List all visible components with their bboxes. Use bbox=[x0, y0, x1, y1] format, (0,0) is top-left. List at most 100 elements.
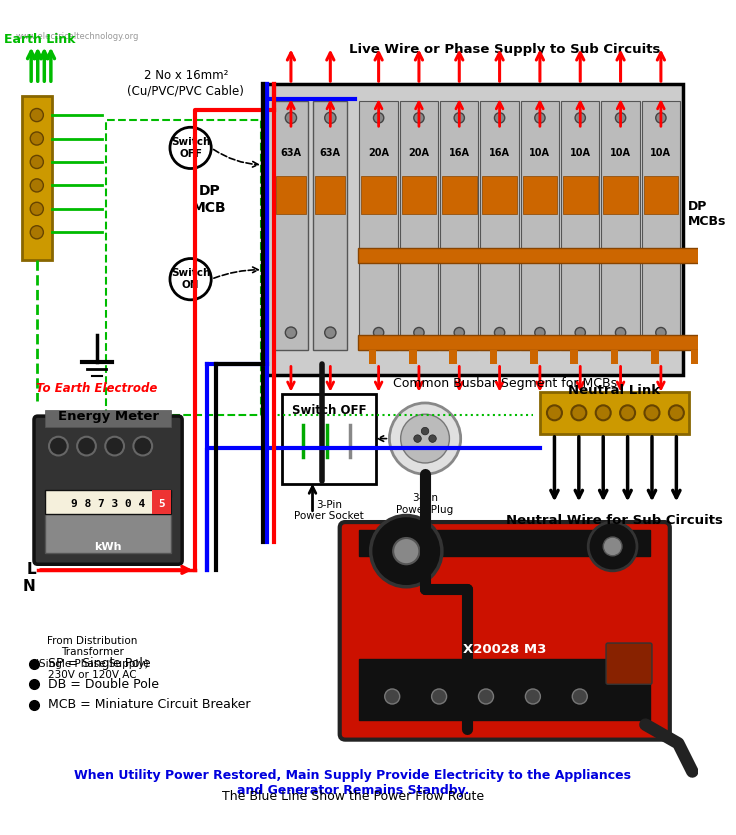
Circle shape bbox=[454, 327, 464, 338]
Circle shape bbox=[414, 327, 424, 338]
FancyBboxPatch shape bbox=[45, 411, 171, 428]
Text: Common Busbar Segment for MCBs: Common Busbar Segment for MCBs bbox=[393, 377, 617, 390]
Text: When Utility Power Restored, Main Supply Provide Electricity to the Appliances
a: When Utility Power Restored, Main Supply… bbox=[74, 769, 631, 797]
Circle shape bbox=[286, 327, 297, 338]
FancyBboxPatch shape bbox=[34, 416, 182, 564]
FancyBboxPatch shape bbox=[359, 659, 650, 720]
Circle shape bbox=[373, 327, 383, 338]
FancyBboxPatch shape bbox=[523, 176, 557, 214]
Circle shape bbox=[30, 225, 43, 239]
FancyBboxPatch shape bbox=[482, 176, 517, 214]
FancyBboxPatch shape bbox=[152, 490, 171, 514]
FancyBboxPatch shape bbox=[530, 350, 537, 363]
FancyBboxPatch shape bbox=[563, 176, 598, 214]
FancyBboxPatch shape bbox=[45, 497, 171, 553]
Circle shape bbox=[30, 132, 43, 145]
Circle shape bbox=[575, 113, 585, 123]
Circle shape bbox=[393, 538, 420, 564]
Circle shape bbox=[615, 113, 626, 123]
Text: L: L bbox=[26, 563, 36, 577]
Circle shape bbox=[371, 515, 442, 587]
Bar bbox=[106, 119, 261, 415]
FancyBboxPatch shape bbox=[450, 350, 457, 363]
Text: Switch OFF: Switch OFF bbox=[291, 404, 367, 417]
Circle shape bbox=[573, 689, 587, 704]
Circle shape bbox=[414, 435, 421, 443]
Text: The Blue Line Show the Power Flow Route: The Blue Line Show the Power Flow Route bbox=[222, 790, 484, 803]
FancyBboxPatch shape bbox=[643, 176, 679, 214]
FancyBboxPatch shape bbox=[400, 101, 438, 350]
Text: Earth Link: Earth Link bbox=[4, 33, 75, 47]
Circle shape bbox=[400, 414, 450, 463]
FancyBboxPatch shape bbox=[651, 350, 659, 363]
Text: SP = Single Pole: SP = Single Pole bbox=[48, 657, 151, 671]
Circle shape bbox=[429, 435, 436, 443]
Circle shape bbox=[478, 689, 494, 704]
FancyBboxPatch shape bbox=[369, 350, 376, 363]
Circle shape bbox=[431, 689, 447, 704]
Text: N: N bbox=[23, 579, 36, 595]
FancyBboxPatch shape bbox=[45, 490, 171, 514]
Text: 5: 5 bbox=[158, 499, 165, 509]
Circle shape bbox=[656, 113, 666, 123]
Circle shape bbox=[170, 259, 211, 300]
Circle shape bbox=[571, 405, 587, 420]
Text: From Distribution
Transformer
(Single Phase Supply)
230V or 120V AC: From Distribution Transformer (Single Ph… bbox=[35, 635, 149, 681]
Circle shape bbox=[669, 405, 684, 420]
Circle shape bbox=[30, 109, 43, 122]
Text: DB = Double Pole: DB = Double Pole bbox=[48, 678, 159, 691]
FancyBboxPatch shape bbox=[601, 101, 640, 350]
Text: 9 8 7 3 0 4: 9 8 7 3 0 4 bbox=[71, 499, 145, 509]
FancyBboxPatch shape bbox=[604, 176, 638, 214]
FancyBboxPatch shape bbox=[606, 643, 652, 685]
Text: www.electricaltechnology.org: www.electricaltechnology.org bbox=[15, 32, 138, 41]
Text: Neutral Link: Neutral Link bbox=[568, 384, 660, 397]
Circle shape bbox=[389, 403, 461, 474]
Text: 16A: 16A bbox=[489, 148, 510, 158]
Text: 3-Pin
Power Plug: 3-Pin Power Plug bbox=[397, 493, 453, 514]
Text: 2 No x 16mm²
(Cu/PVC/PVC Cable): 2 No x 16mm² (Cu/PVC/PVC Cable) bbox=[127, 69, 244, 97]
Text: 10A: 10A bbox=[570, 148, 591, 158]
Circle shape bbox=[588, 522, 637, 571]
FancyBboxPatch shape bbox=[481, 101, 519, 350]
Circle shape bbox=[385, 689, 400, 704]
Text: 3-Pin
Power Socket: 3-Pin Power Socket bbox=[294, 499, 364, 521]
Text: Switch
OFF: Switch OFF bbox=[171, 137, 210, 159]
Circle shape bbox=[547, 405, 562, 420]
Text: 20A: 20A bbox=[368, 148, 389, 158]
FancyBboxPatch shape bbox=[442, 176, 477, 214]
FancyBboxPatch shape bbox=[358, 248, 710, 263]
Text: 10A: 10A bbox=[610, 148, 631, 158]
FancyBboxPatch shape bbox=[540, 392, 689, 434]
Text: Switch
ON: Switch ON bbox=[171, 268, 210, 290]
Circle shape bbox=[170, 127, 211, 169]
Circle shape bbox=[105, 437, 124, 455]
Text: X20028 M3: X20028 M3 bbox=[463, 643, 546, 656]
FancyBboxPatch shape bbox=[359, 529, 650, 556]
FancyBboxPatch shape bbox=[340, 522, 670, 740]
FancyBboxPatch shape bbox=[611, 350, 618, 363]
FancyBboxPatch shape bbox=[409, 350, 417, 363]
FancyBboxPatch shape bbox=[315, 176, 345, 214]
Text: To Earth Electrode: To Earth Electrode bbox=[36, 382, 158, 395]
Text: 20A: 20A bbox=[408, 148, 429, 158]
Circle shape bbox=[656, 327, 666, 338]
Circle shape bbox=[30, 179, 43, 192]
Circle shape bbox=[575, 327, 585, 338]
Text: 16A: 16A bbox=[449, 148, 470, 158]
Circle shape bbox=[535, 327, 545, 338]
Circle shape bbox=[645, 405, 659, 420]
Circle shape bbox=[495, 113, 505, 123]
Circle shape bbox=[620, 405, 635, 420]
Text: DP
MCBs: DP MCBs bbox=[687, 200, 726, 227]
Circle shape bbox=[421, 428, 429, 435]
Circle shape bbox=[30, 202, 43, 215]
FancyBboxPatch shape bbox=[520, 101, 559, 350]
Text: Energy Meter: Energy Meter bbox=[57, 411, 158, 423]
Text: DP
MCB: DP MCB bbox=[192, 185, 227, 215]
Circle shape bbox=[30, 155, 43, 169]
Circle shape bbox=[286, 112, 297, 124]
Text: 63A: 63A bbox=[320, 148, 341, 158]
FancyBboxPatch shape bbox=[691, 350, 699, 363]
FancyBboxPatch shape bbox=[358, 335, 710, 350]
